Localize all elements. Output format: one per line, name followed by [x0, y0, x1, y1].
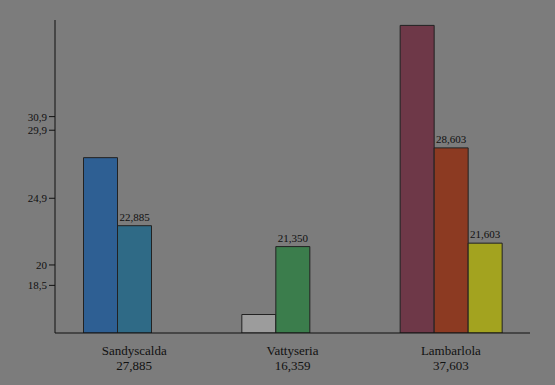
- svg-text:28,603: 28,603: [436, 133, 467, 145]
- svg-text:Lambarlola37,603: Lambarlola37,603: [421, 343, 481, 373]
- svg-text:29,9: 29,9: [28, 124, 48, 136]
- svg-text:Vattyseria16,359: Vattyseria16,359: [267, 343, 319, 373]
- svg-text:21,603: 21,603: [470, 228, 501, 240]
- svg-text:24,9: 24,9: [28, 192, 48, 204]
- svg-text:22,885: 22,885: [119, 211, 150, 223]
- svg-text:Sandyscalda27,885: Sandyscalda27,885: [102, 343, 167, 373]
- svg-text:20: 20: [36, 259, 48, 271]
- svg-text:21,350: 21,350: [278, 232, 309, 244]
- svg-text:30,9: 30,9: [28, 111, 48, 123]
- svg-text:18,5: 18,5: [28, 279, 48, 291]
